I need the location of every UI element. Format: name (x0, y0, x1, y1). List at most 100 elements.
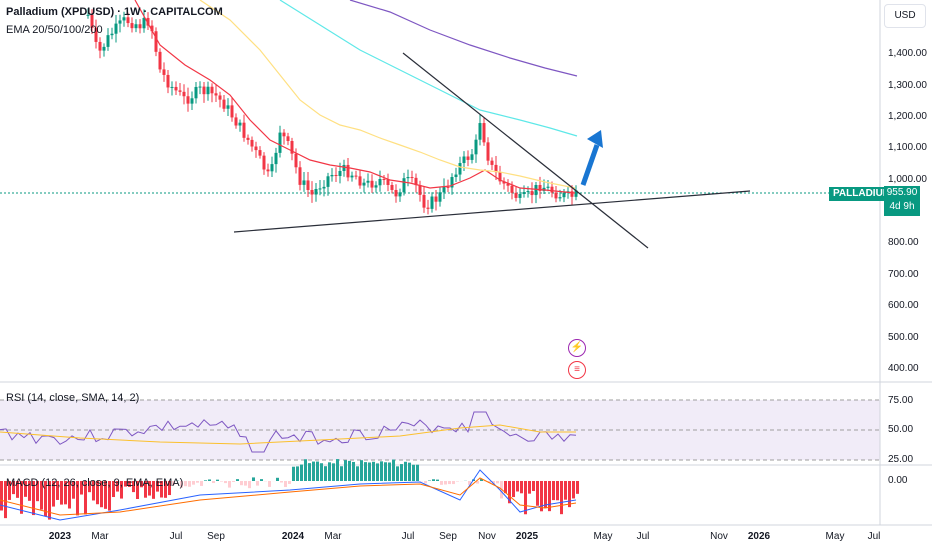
macd-histogram-bar (104, 481, 107, 509)
candle-body (374, 185, 378, 188)
macd-histogram-bar (152, 481, 155, 499)
macd-histogram-bar (436, 479, 439, 481)
macd-legend[interactable]: MACD (12, 26, close, 9, EMA, EMA) (6, 477, 184, 489)
candle-body (350, 175, 354, 178)
macd-histogram-bar (164, 481, 167, 498)
rsi-sma-line (0, 424, 576, 445)
macd-histogram-bar (384, 462, 387, 481)
macd-histogram-bar (120, 481, 123, 499)
price-tick: 400.00 (888, 363, 919, 374)
candle-body (470, 154, 474, 160)
macd-histogram-bar (76, 481, 79, 516)
time-tick: 2026 (747, 531, 771, 542)
macd-histogram-bar (252, 477, 255, 481)
macd-histogram-bar (16, 481, 19, 498)
candle-body (414, 177, 418, 186)
candle-body (282, 132, 286, 137)
macd-histogram-bar (344, 460, 347, 481)
rsi-series (0, 411, 577, 453)
time-tick: Mar (91, 531, 109, 542)
time-tick: May (825, 531, 845, 542)
candle-body (486, 142, 490, 161)
macd-histogram-bar (8, 481, 11, 500)
breakout-arrow[interactable] (580, 130, 603, 186)
macd-histogram-bar (28, 481, 31, 501)
time-tick: 2023 (48, 531, 72, 542)
candle-body (106, 35, 110, 47)
macd-histogram-bar (340, 466, 343, 481)
candle-body (178, 90, 182, 92)
currency-selector[interactable]: USD (884, 4, 926, 28)
macd-histogram-bar (532, 481, 535, 492)
candle-body (390, 185, 394, 190)
candle-body (346, 164, 350, 178)
macd-histogram-bar (36, 481, 39, 502)
support-trendline[interactable] (233, 190, 751, 233)
macd-histogram-bar (432, 479, 435, 481)
candle-body (550, 186, 554, 193)
candle-body (86, 14, 90, 16)
candle-body (510, 185, 514, 193)
candle-body (222, 99, 226, 109)
time-tick: Sep (439, 531, 457, 542)
time-tick: Jul (636, 531, 650, 542)
macd-histogram-bar (188, 481, 191, 487)
macd-histogram-bar (540, 481, 543, 512)
macd-histogram-bar (524, 481, 527, 515)
macd-histogram-bar (560, 481, 563, 515)
price-tick: 1,400.00 (888, 48, 927, 59)
macd-histogram-bar (68, 481, 71, 509)
macd-histogram-bar (220, 481, 223, 482)
macd-histogram-bar (24, 481, 27, 497)
macd-histogram-bar (336, 459, 339, 481)
macd-histogram-bar (64, 481, 67, 505)
candle-body (438, 192, 442, 202)
candle-body (490, 160, 494, 165)
candle-body (134, 24, 138, 29)
lightning-icon[interactable]: ⚡ (568, 339, 586, 357)
macd-histogram-bar (48, 481, 51, 520)
candle-body (422, 194, 426, 208)
chart-title[interactable]: Palladium (XPDUSD) · 1W · CAPITALCOM (6, 6, 223, 18)
macd-histogram-bar (192, 481, 195, 485)
macd-histogram-bar (96, 481, 99, 505)
candle-body (90, 14, 94, 28)
candle-body (446, 186, 450, 188)
resistance-trendline[interactable] (402, 52, 649, 249)
price-tick: 600.00 (888, 300, 919, 311)
macd-histogram-bar (492, 481, 495, 485)
candle-body (214, 93, 218, 96)
macd-histogram-bar (88, 481, 91, 493)
macd-histogram-bar (84, 481, 87, 515)
macd-histogram-bar (204, 480, 207, 481)
macd-histogram-bar (136, 481, 139, 499)
macd-histogram-bar (392, 459, 395, 481)
macd-histogram-bar (168, 481, 171, 496)
candle-body (458, 163, 462, 175)
candle-body (174, 86, 178, 91)
macd-histogram-bar (20, 481, 23, 514)
macd-histogram-bar (156, 481, 159, 492)
macd-histogram-bar (548, 481, 551, 512)
candle-body (498, 172, 502, 182)
rsi-legend[interactable]: RSI (14, close, SMA, 14, 2) (6, 392, 140, 404)
ema-legend[interactable]: EMA 20/50/100/200 (6, 24, 103, 36)
macd-histogram-bar (200, 481, 203, 486)
macd-histogram-bar (312, 461, 315, 481)
candle-body (146, 17, 150, 26)
rsi-tick: 75.00 (888, 395, 914, 406)
candle-body (142, 17, 146, 29)
macd-line (0, 469, 577, 521)
macd-histogram-bar (108, 481, 111, 511)
candle-body (94, 27, 98, 42)
macd-histogram-bar (552, 481, 555, 501)
macd-histogram-bar (304, 459, 307, 481)
macd-histogram-bar (196, 481, 199, 483)
candle-body (382, 179, 386, 181)
us-flag-icon[interactable]: ≡ (568, 361, 586, 379)
ema200-line (349, 0, 578, 77)
candle-body (166, 74, 170, 88)
candle-body (190, 98, 194, 104)
candle-body (254, 146, 258, 151)
